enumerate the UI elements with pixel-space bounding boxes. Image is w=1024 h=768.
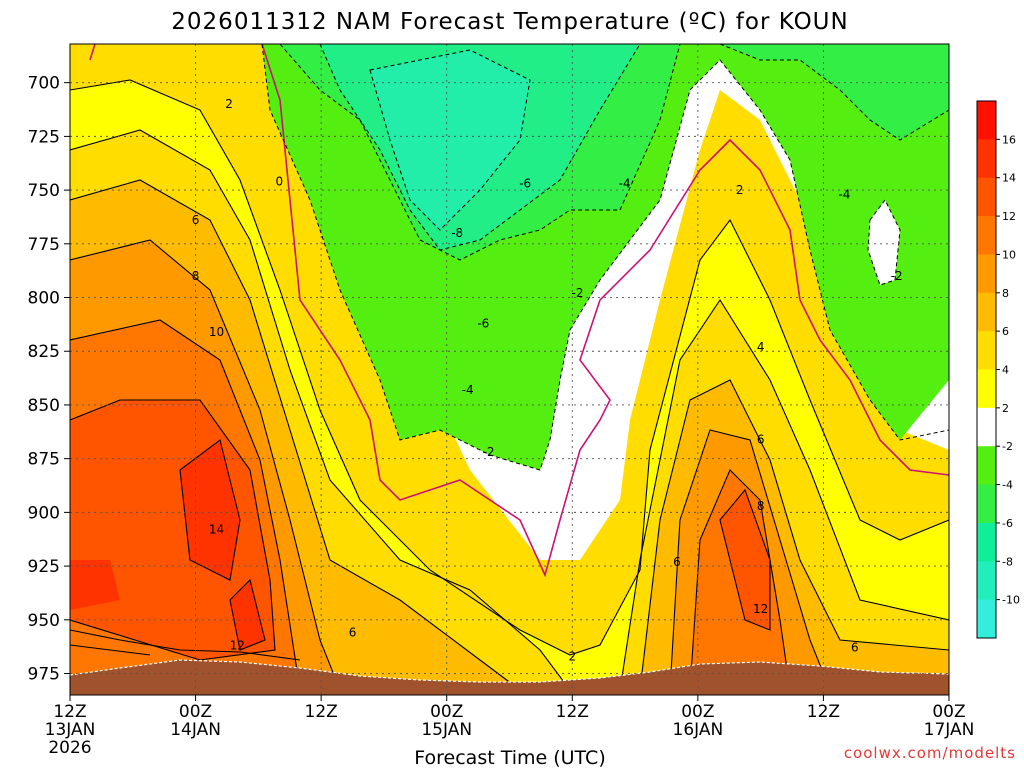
y-tick-label: 900 <box>28 503 60 523</box>
colorbar-swatch <box>977 561 996 601</box>
contour-label: -2 <box>572 286 584 300</box>
colorbar-label: -8 <box>1002 555 1013 568</box>
colorbar-label: -6 <box>1002 517 1013 530</box>
colorbar-swatch <box>977 599 996 639</box>
colorbar-label: 6 <box>1002 325 1009 338</box>
contour-label: 6 <box>757 432 765 446</box>
y-tick-label: 725 <box>28 127 60 147</box>
colorbar-label: 16 <box>1002 133 1016 146</box>
contour-label: -2 <box>483 445 495 459</box>
y-tick-label: 925 <box>28 557 60 577</box>
x-tick-time-label: 12Z <box>556 702 589 722</box>
contour-label: 8 <box>757 499 765 513</box>
x-tick-date-label: 13JAN <box>45 720 96 740</box>
colorbar-swatch <box>977 292 996 332</box>
contour-label: -8 <box>451 226 463 240</box>
contour-label: -6 <box>477 316 489 330</box>
x-tick-time-label: 00Z <box>932 702 965 722</box>
plot-area: 2 0 6 8 10 14 12 6 -8 -6 -6 -4 -2 -2 -4 2 2 4 6 8 6 12 6 -4 -2 <box>70 44 949 695</box>
colorbar-swatch <box>977 101 996 140</box>
colorbar-label: 8 <box>1002 287 1009 300</box>
y-tick-label: 800 <box>28 289 60 309</box>
colorbar-label: -2 <box>1002 440 1013 453</box>
contour-lines <box>70 79 949 691</box>
x-tick-time-label: 00Z <box>179 702 212 722</box>
colorbar-swatch <box>977 254 996 294</box>
colorbar-swatch <box>977 139 996 179</box>
contour-label: -4 <box>838 187 850 201</box>
chart-title: 2026011312 NAM Forecast Temperature (ºC)… <box>171 9 848 35</box>
colorbar-swatch <box>977 216 996 255</box>
fill-band-minus8 <box>370 50 530 230</box>
ground-terrain <box>70 660 949 695</box>
x-tick-date-label: 17JAN <box>924 720 975 740</box>
contour-label: 8 <box>192 269 200 283</box>
contour-label: 12 <box>753 602 768 616</box>
contour-labels: 2 0 6 8 10 14 12 6 -8 -6 -6 -4 -2 -2 -4 2 2 4 6 8 6 12 6 -4 -2 <box>192 97 903 663</box>
colorbar-swatch <box>977 484 996 524</box>
colorbar-label: -4 <box>1002 479 1013 492</box>
x-tick-date-label: 16JAN <box>673 720 724 740</box>
contour-label: 10 <box>209 325 224 339</box>
contour-label: 2 <box>736 183 744 197</box>
contour-label: 2 <box>568 649 576 663</box>
colorbar-label: 14 <box>1002 172 1016 185</box>
contour-label: -4 <box>619 177 631 191</box>
y-axis: 700 725 750 775 800 825 850 875 900 925 950 975 <box>28 74 70 685</box>
colorbar-label: 10 <box>1002 248 1016 261</box>
x-tick-time-label: 12Z <box>807 702 840 722</box>
contour-label: 6 <box>673 555 681 569</box>
colorbar-label: -10 <box>1002 594 1020 607</box>
x-axis-label: Forecast Time (UTC) <box>414 747 605 768</box>
x-tick-date-label: 14JAN <box>170 720 221 740</box>
y-tick-label: 975 <box>28 665 60 685</box>
y-tick-label: 750 <box>28 181 60 201</box>
contour-label: 6 <box>851 641 859 655</box>
colorbar-label: 4 <box>1002 364 1009 377</box>
colorbar-swatch <box>977 369 996 409</box>
colorbar-swatch <box>977 446 996 486</box>
colorbar-label: 2 <box>1002 402 1009 415</box>
contour-label: 6 <box>192 213 200 227</box>
y-tick-label: 700 <box>28 74 60 94</box>
y-tick-label: 775 <box>28 235 60 255</box>
contour-label: -2 <box>891 269 903 283</box>
grid-lines <box>70 44 949 695</box>
x-tick-time-label: 12Z <box>53 702 86 722</box>
contour-label: 4 <box>757 340 765 354</box>
x-tick-year-label: 2026 <box>48 738 91 758</box>
colorbar-swatch <box>977 407 996 447</box>
contour-label: 12 <box>230 639 245 653</box>
x-tick-time-label: 00Z <box>430 702 463 722</box>
contour-label: 0 <box>275 175 283 189</box>
ground-outline <box>70 659 949 683</box>
plot-frame <box>69 43 950 696</box>
x-tick-date-label: 15JAN <box>421 720 472 740</box>
contour-label: 2 <box>225 97 233 111</box>
contour-label: 6 <box>349 626 357 640</box>
colorbar-swatch <box>977 522 996 562</box>
y-tick-label: 875 <box>28 450 60 470</box>
y-tick-label: 950 <box>28 611 60 631</box>
y-tick-label: 825 <box>28 342 60 362</box>
contour-label: -4 <box>462 383 474 397</box>
contour-label: 14 <box>209 523 224 537</box>
colorbar: 16 14 12 10 8 6 4 2 -2 -4 -6 -8 -10 <box>976 100 1020 639</box>
fill-white-pocket <box>868 200 900 285</box>
contour-label: -6 <box>519 177 531 191</box>
negative-contours <box>261 44 949 471</box>
colorbar-swatch <box>977 177 996 217</box>
colorbar-label: 12 <box>1002 210 1016 223</box>
colorbar-swatch <box>977 331 996 370</box>
x-tick-time-label: 12Z <box>305 702 338 722</box>
y-tick-label: 850 <box>28 396 60 416</box>
credit-text: coolwx.com/modelts <box>844 744 1016 762</box>
x-tick-time-label: 00Z <box>681 702 714 722</box>
zero-degree-line <box>89 44 949 578</box>
fill-band-14 <box>70 440 265 650</box>
